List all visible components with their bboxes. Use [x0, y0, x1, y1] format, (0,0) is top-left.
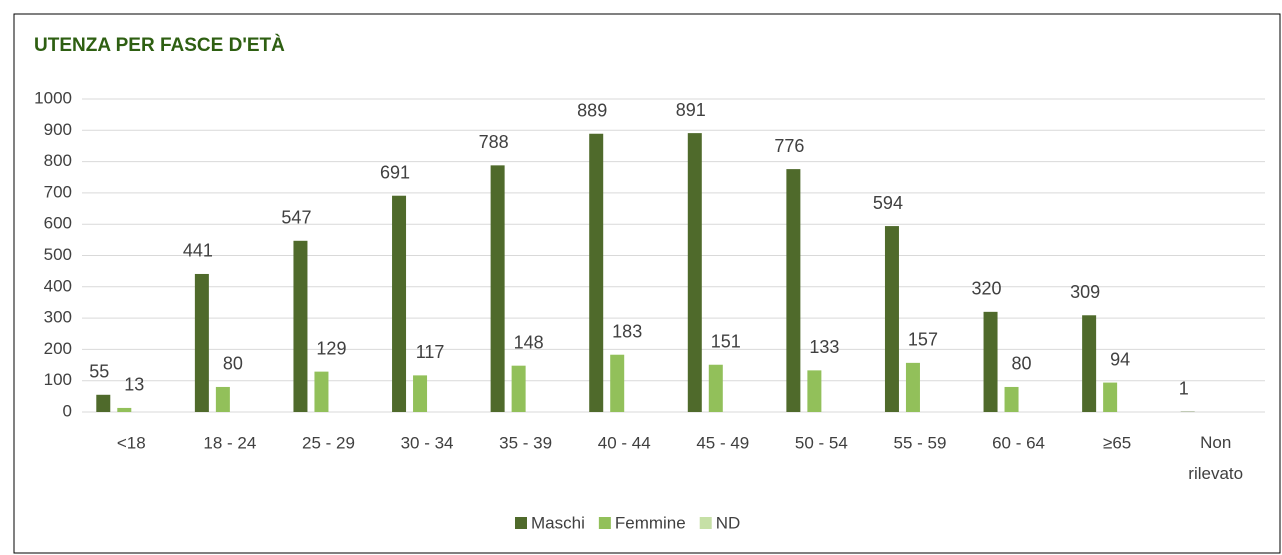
x-tick-label: 25 - 29	[302, 433, 355, 452]
legend-label: Femmine	[615, 513, 686, 532]
y-tick-label: 600	[44, 214, 72, 233]
bar	[1103, 382, 1118, 412]
bar	[786, 169, 801, 412]
y-tick-label: 400	[44, 276, 72, 295]
y-tick-label: 1000	[34, 88, 72, 107]
bar	[413, 375, 428, 412]
legend-label: Maschi	[531, 513, 585, 532]
value-label: 889	[577, 100, 607, 120]
bar	[96, 394, 111, 412]
value-label: 309	[1070, 282, 1100, 302]
bar	[117, 407, 132, 412]
legend-swatch	[598, 517, 611, 529]
value-label: 148	[514, 332, 544, 352]
bar	[708, 364, 723, 412]
y-tick-label: 200	[44, 339, 72, 358]
chart-frame	[13, 13, 1281, 554]
legend-swatch	[699, 517, 712, 529]
y-tick-label: 800	[44, 151, 72, 170]
x-tick-label: 35 - 39	[499, 433, 552, 452]
legend-swatch	[515, 517, 527, 529]
value-label: 320	[972, 279, 1002, 299]
bar	[589, 133, 604, 413]
bar	[194, 273, 209, 412]
y-tick-label: 300	[44, 308, 72, 327]
y-tick-label: 900	[44, 120, 72, 139]
value-label: 117	[416, 342, 445, 362]
value-label: 441	[183, 241, 213, 261]
x-tick-label: 50 - 54	[795, 433, 848, 452]
value-label: 1	[1179, 378, 1189, 398]
value-label: 547	[281, 208, 311, 228]
bar	[1004, 386, 1019, 412]
bar	[293, 240, 308, 412]
bar	[610, 354, 625, 412]
value-label: 80	[223, 354, 243, 374]
bar	[983, 311, 998, 412]
y-tick-label: 100	[44, 370, 72, 389]
value-label: 157	[908, 330, 938, 350]
x-tick-label: 30 - 34	[401, 433, 454, 452]
y-tick-label: 700	[44, 182, 72, 201]
x-tick-label: ≥65	[1103, 433, 1131, 452]
value-label: 133	[809, 337, 839, 357]
y-tick-label: 500	[44, 245, 72, 264]
bar	[807, 370, 822, 412]
x-tick-label: 55 - 59	[893, 433, 946, 452]
value-label: 776	[774, 136, 804, 156]
bar	[1082, 315, 1097, 412]
value-label: 80	[1012, 354, 1032, 374]
bar	[490, 165, 505, 412]
chart-title: UTENZA PER FASCE D'ETÀ	[34, 34, 285, 56]
bar	[314, 371, 329, 412]
value-label: 891	[676, 100, 706, 120]
value-label: 183	[612, 321, 642, 341]
value-label: 55	[89, 362, 109, 382]
value-label: 94	[1110, 349, 1130, 369]
value-label: 129	[316, 338, 346, 358]
x-tick-label: Non rilevato	[1188, 433, 1243, 483]
x-tick-label: 45 - 49	[696, 433, 749, 452]
bar	[392, 195, 407, 412]
value-label: 13	[124, 375, 144, 395]
x-tick-label: 40 - 44	[598, 433, 651, 452]
value-label: 788	[479, 132, 509, 152]
bar	[884, 226, 899, 412]
bar	[511, 365, 526, 412]
bar	[905, 362, 920, 412]
bar	[215, 386, 230, 412]
bar	[687, 133, 702, 412]
y-tick-label: 0	[63, 401, 72, 420]
x-tick-label: <18	[117, 433, 146, 452]
x-tick-label: 18 - 24	[203, 433, 256, 452]
value-label: 594	[873, 193, 903, 213]
x-tick-label: 60 - 64	[992, 433, 1045, 452]
legend-label: ND	[716, 513, 741, 532]
value-label: 691	[380, 162, 410, 182]
value-label: 151	[711, 331, 741, 351]
